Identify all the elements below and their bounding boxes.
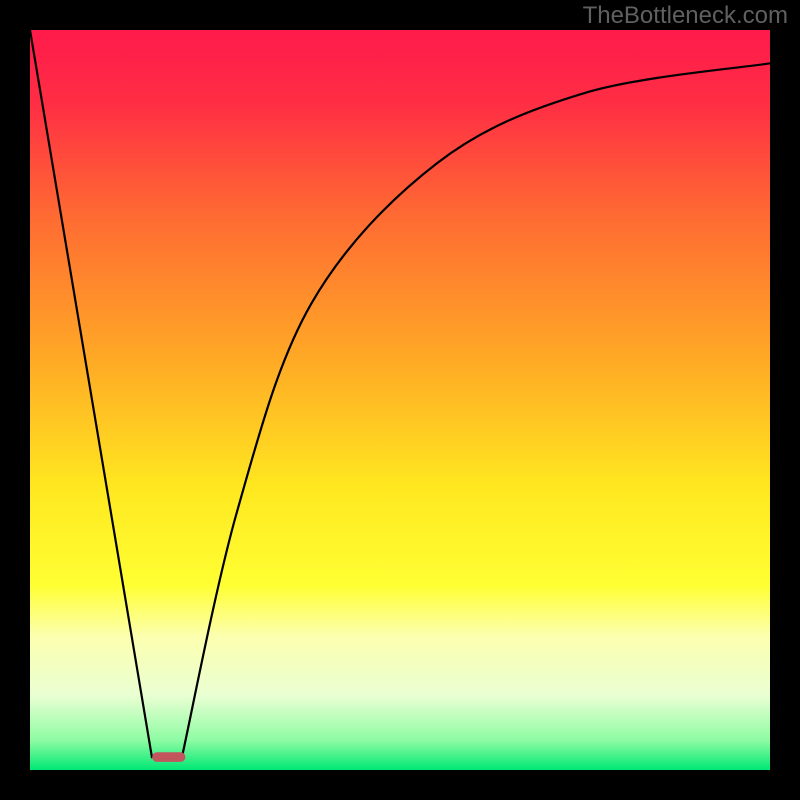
bottleneck-chart [0, 0, 800, 800]
watermark-text: TheBottleneck.com [583, 2, 788, 30]
gradient-background [30, 30, 770, 770]
optimal-point-marker [152, 752, 185, 762]
